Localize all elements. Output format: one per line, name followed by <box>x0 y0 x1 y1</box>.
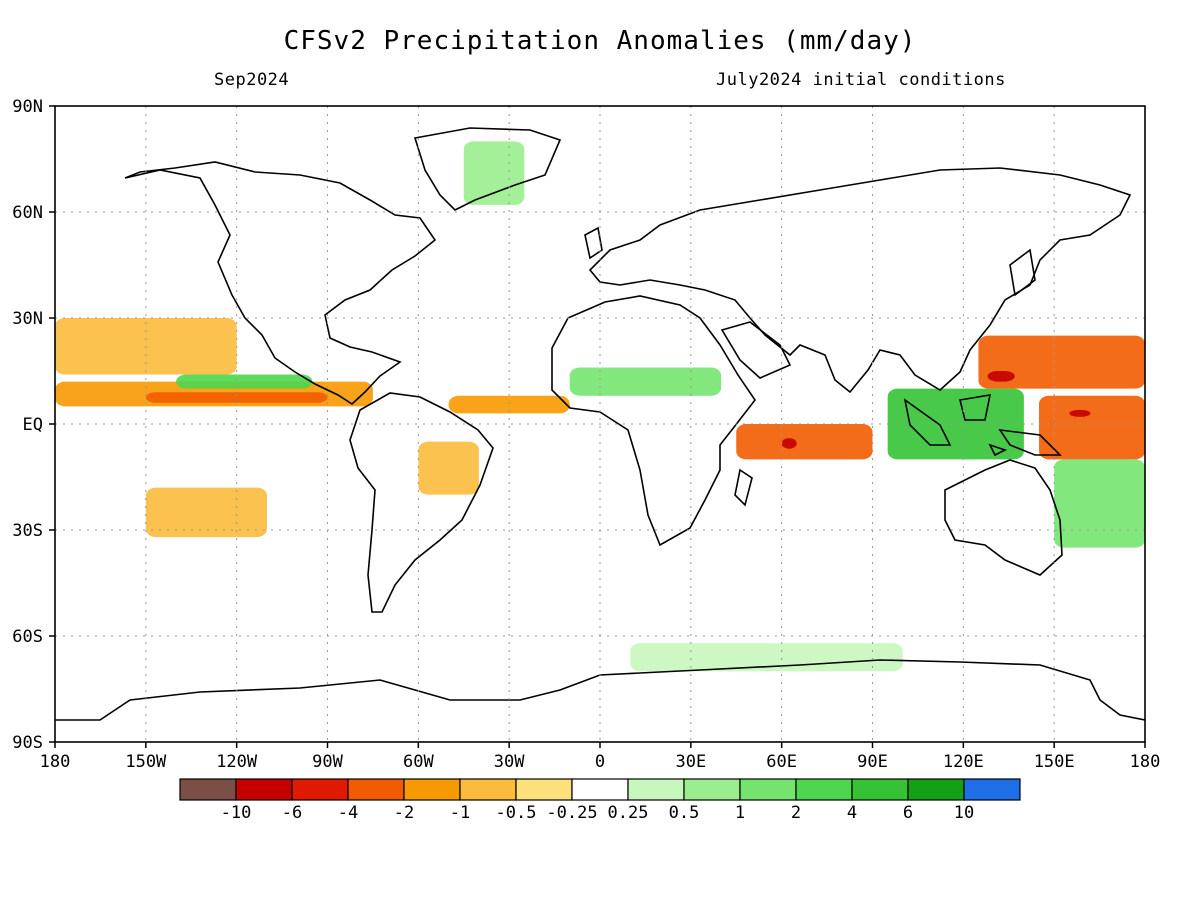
colorbar-tick-label: -2 <box>394 803 414 823</box>
lon-tick-label: 90W <box>312 752 343 772</box>
lon-tick-label: 180 <box>1130 752 1161 772</box>
colorbar-tick-label: -0.25 <box>546 803 597 823</box>
colorbar-swatch <box>795 778 853 801</box>
anomaly-region-1 <box>145 392 328 403</box>
anomaly-region-17 <box>463 141 525 205</box>
colorbar-swatch <box>627 778 685 801</box>
anomaly-region-4 <box>448 395 570 414</box>
colorbar-swatch <box>347 778 405 801</box>
anomaly-region-8 <box>887 388 1024 460</box>
lon-tick-label: 30W <box>494 752 525 772</box>
anomaly-region-6 <box>736 424 873 460</box>
lat-tick-label: 90N <box>12 97 43 117</box>
coastline-japan <box>1009 248 1036 297</box>
colorbar-tick-label: -1 <box>450 803 470 823</box>
colorbar-tick-label: -6 <box>282 803 302 823</box>
colorbar-swatch <box>515 778 573 801</box>
latitude-axis: 90N 60N 30N EQ 30S 60S 90S <box>12 97 55 753</box>
coastline-madagascar <box>734 468 753 507</box>
anomaly-region-11 <box>1039 395 1145 460</box>
colorbar-swatch <box>291 778 349 801</box>
lat-tick-label: 60N <box>12 203 43 223</box>
lon-tick-label: 150E <box>1034 752 1075 772</box>
lon-tick-label: 90E <box>857 752 888 772</box>
lat-tick-label: 60S <box>12 627 43 647</box>
lat-tick-label: 30N <box>12 309 43 329</box>
anomaly-region-9 <box>978 335 1145 389</box>
colorbar-tick-label: 2 <box>791 803 801 823</box>
lat-tick-label: 30S <box>12 521 43 541</box>
lon-tick-label: 60E <box>766 752 797 772</box>
colorbar-swatch <box>459 778 517 801</box>
lat-tick-label: 90S <box>12 733 43 753</box>
anomaly-region-12 <box>1069 409 1091 417</box>
lat-tick-label: EQ <box>23 415 43 435</box>
colorbar-swatch <box>235 778 293 801</box>
lon-tick-label: 120E <box>943 752 984 772</box>
colorbar-swatch <box>851 778 909 801</box>
coastline-indonesia <box>903 394 1062 457</box>
coastline-arabia <box>720 321 792 379</box>
colorbar-tick-label: 1 <box>735 803 745 823</box>
colorbar-tick-label: -0.5 <box>496 803 537 823</box>
graticule <box>55 106 1145 742</box>
colorbar-tick-label: -4 <box>338 803 358 823</box>
colorbar-swatch <box>683 778 741 801</box>
colorbar-swatch <box>739 778 797 801</box>
lon-tick-label: 60W <box>403 752 434 772</box>
lon-tick-label: 150W <box>125 752 167 772</box>
colorbar-tick-label: 6 <box>903 803 913 823</box>
coastline-australia <box>944 459 1063 576</box>
initial-conditions-label: July2024 initial conditions <box>716 70 1006 90</box>
precipitation-anomaly-layer <box>55 141 1145 672</box>
coastline-british-isles <box>584 226 603 260</box>
anomaly-region-5 <box>569 367 722 396</box>
lon-tick-label: 180 <box>40 752 71 772</box>
coastline-greenland <box>413 127 562 211</box>
anomaly-region-13 <box>1054 459 1145 548</box>
colorbar-swatch <box>907 778 965 801</box>
colorbar-tick-label: -10 <box>221 803 252 823</box>
coastline-layer <box>55 127 1145 721</box>
valid-month-label: Sep2024 <box>214 70 290 90</box>
anomaly-region-10 <box>987 371 1015 382</box>
lon-tick-label: 30E <box>675 752 706 772</box>
colorbar-legend: -10 -6 -4 -2 -1 -0.5 -0.25 0.25 0.5 1 2 4 6 10 <box>179 778 1021 823</box>
colorbar-swatch <box>179 778 237 801</box>
anomaly-region-2 <box>176 374 313 389</box>
coastline-antarctica <box>55 659 1145 721</box>
anomaly-region-15 <box>418 441 479 495</box>
coastline-north-america <box>124 161 437 406</box>
lon-tick-label: 0 <box>595 752 605 772</box>
anomaly-region-7 <box>781 438 797 449</box>
colorbar-swatch <box>403 778 461 801</box>
coastline-south-america <box>349 392 494 613</box>
map-title: CFSv2 Precipitation Anomalies (mm/day) <box>283 26 917 56</box>
coastline-eurasia-africa <box>551 167 1132 547</box>
colorbar-tick-label: 4 <box>847 803 857 823</box>
colorbar-tick-label: 0.5 <box>669 803 700 823</box>
colorbar-swatch <box>963 778 1021 801</box>
colorbar-tick-label: 10 <box>954 803 974 823</box>
colorbar-tick-label: 0.25 <box>608 803 649 823</box>
colorbar-swatch <box>571 778 629 801</box>
anomaly-region-16 <box>630 643 903 672</box>
lon-tick-label: 120W <box>216 752 258 772</box>
longitude-axis: 180 150W 120W 90W 60W 30W 0 30E 60E 90E 120E 150E 18… <box>40 742 1161 772</box>
